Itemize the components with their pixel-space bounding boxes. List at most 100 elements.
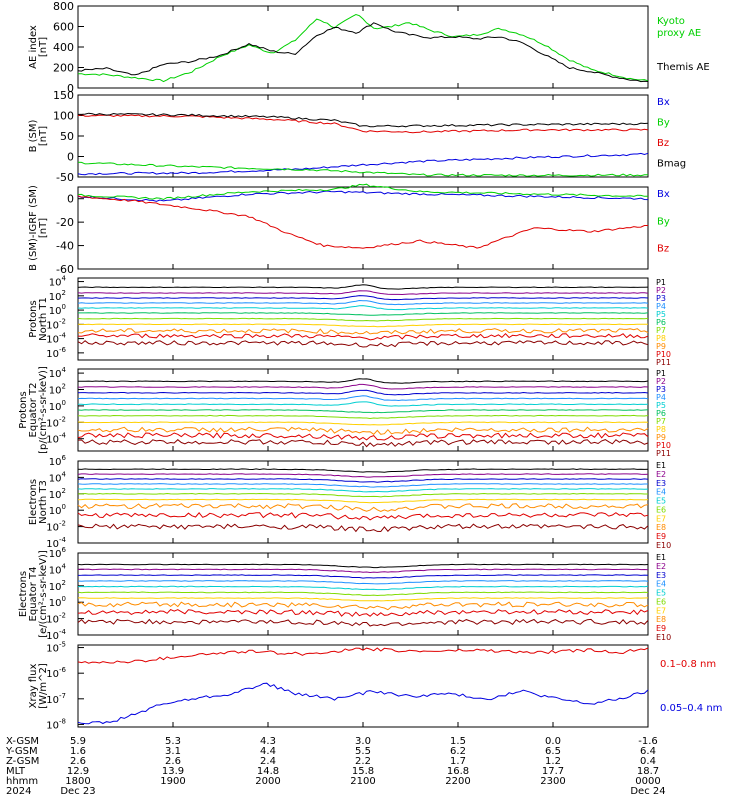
y-tick-label: 104: [49, 366, 67, 380]
y-tick-label: 10-2: [46, 415, 66, 429]
y-tick-label: 100: [49, 303, 66, 317]
channel-E5: [77, 585, 649, 591]
y-tick-label: 0: [67, 193, 74, 206]
channel-P6: [78, 312, 649, 316]
legend-p4: P4: [656, 302, 666, 311]
y-tick-label: 10-2: [46, 612, 66, 626]
footer-value: 0000: [635, 776, 660, 787]
y-tick-label: -40: [56, 240, 74, 253]
legend-p6: P6: [656, 318, 666, 327]
legend-xray-short: 0.05–0.4 nm: [660, 703, 722, 714]
channel-E7: [77, 597, 649, 602]
y-tick-label: -50: [56, 171, 74, 184]
y-tick-label: 10-4: [46, 432, 66, 446]
footer-value: 1.2: [545, 756, 561, 767]
channel-P2: [77, 383, 649, 390]
legend-e9: E9: [656, 532, 666, 541]
footer-value: 1800: [65, 776, 90, 787]
channel-E7: [77, 498, 649, 504]
channel-E9: [77, 609, 649, 617]
channel-E6: [77, 591, 649, 597]
y-tick-label: 150: [53, 89, 74, 102]
y-tick-label: 50: [60, 130, 74, 143]
legend-e4: E4: [656, 488, 666, 497]
y-tick-label: 0: [67, 151, 74, 164]
legend-e3: E3: [656, 571, 666, 580]
series-bmag: [78, 112, 649, 128]
channel-P9: [77, 328, 649, 335]
footer-value: 2.6: [165, 756, 181, 767]
series-bx: [77, 190, 649, 202]
legend-p10: P10: [656, 350, 671, 359]
footer-value: 0.0: [545, 736, 561, 747]
footer-value: 3.0: [355, 736, 371, 747]
footer-value: 5.5: [355, 746, 371, 757]
channel-P1: [78, 378, 649, 384]
legend-proxy-ae: proxy AE: [657, 28, 701, 39]
y-tick-label: 600: [53, 21, 74, 34]
y-tick-label: -60: [56, 263, 74, 276]
legend-by: By: [657, 216, 670, 227]
footer-value: 3.1: [165, 746, 181, 757]
legend-e2: E2: [656, 470, 666, 479]
footer-value: 1.7: [450, 756, 466, 767]
legend-p7: P7: [656, 417, 666, 426]
footer-value: 12.9: [67, 766, 89, 777]
y-tick-label: 106: [49, 454, 67, 468]
footer-value: 5.3: [165, 736, 181, 747]
channel-P8: [77, 323, 648, 328]
footer-value: 4.3: [260, 736, 276, 747]
y-tick-label: 102: [49, 579, 66, 593]
footer-value: 2200: [445, 776, 470, 787]
legend-e7: E7: [656, 606, 666, 615]
legend-e4: E4: [656, 580, 666, 589]
footer-value: -1.6: [638, 736, 658, 747]
panel-2: 150 100 50 0 -50 B (SM)[nT] Bx By Bz Bmag: [28, 89, 686, 184]
channel-P5: [77, 401, 649, 407]
footer-value: 2300: [540, 776, 565, 787]
legend-p7: P7: [656, 326, 666, 335]
y-axis-label: B (SM)-IGRF (SM)[nT]: [28, 185, 49, 271]
channel-E4: [77, 483, 648, 488]
legend-bx: Bx: [657, 97, 670, 108]
footer-value: 18.7: [637, 766, 659, 777]
y-tick-label: 102: [49, 383, 66, 397]
y-axis-label: AE index[nT]: [28, 25, 49, 69]
y-tick-label: -20: [56, 216, 74, 229]
y-tick-label: 104: [49, 562, 67, 576]
legend-e7: E7: [656, 514, 666, 523]
channel-P4: [77, 395, 649, 402]
footer-value: 13.9: [162, 766, 184, 777]
y-tick-label: 100: [49, 503, 66, 517]
channel-P3: [77, 389, 649, 396]
channel-E9: [77, 512, 649, 521]
channel-E8: [77, 601, 649, 611]
legend-e10: E10: [656, 541, 671, 550]
channel-E6: [77, 492, 648, 498]
footer-value: 2000: [255, 776, 280, 787]
footer-value: 0.4: [640, 756, 656, 767]
footer-value: 16.8: [447, 766, 469, 777]
y-tick-label: 10-2: [46, 520, 66, 534]
legend-e5: E5: [656, 497, 666, 506]
footer-row-label: hhmm: [6, 776, 38, 787]
footer-row-label: 2024: [6, 786, 31, 797]
legend-p9: P9: [656, 342, 666, 351]
footer-value: 15.8: [352, 766, 374, 777]
channel-E10: [77, 618, 649, 627]
legend-e10: E10: [656, 633, 671, 642]
series-0-1-0-8-nm: [77, 647, 649, 664]
channel-E2: [77, 568, 649, 574]
footer-value: 5.9: [70, 736, 86, 747]
footer-value: 6.4: [640, 746, 656, 757]
y-tick-label: 10-2: [46, 317, 66, 331]
legend-e2: E2: [656, 562, 666, 571]
legend-p1: P1: [656, 369, 666, 378]
panel-3: 0 -20 -40 -60 B (SM)-IGRF (SM)[nT] Bx By Bz: [28, 183, 670, 276]
footer-row-label: Z-GSM: [6, 756, 39, 767]
y-tick-label: 10-4: [46, 332, 66, 346]
footer-row-label: Y-GSM: [5, 746, 38, 757]
legend-p2: P2: [656, 377, 666, 386]
